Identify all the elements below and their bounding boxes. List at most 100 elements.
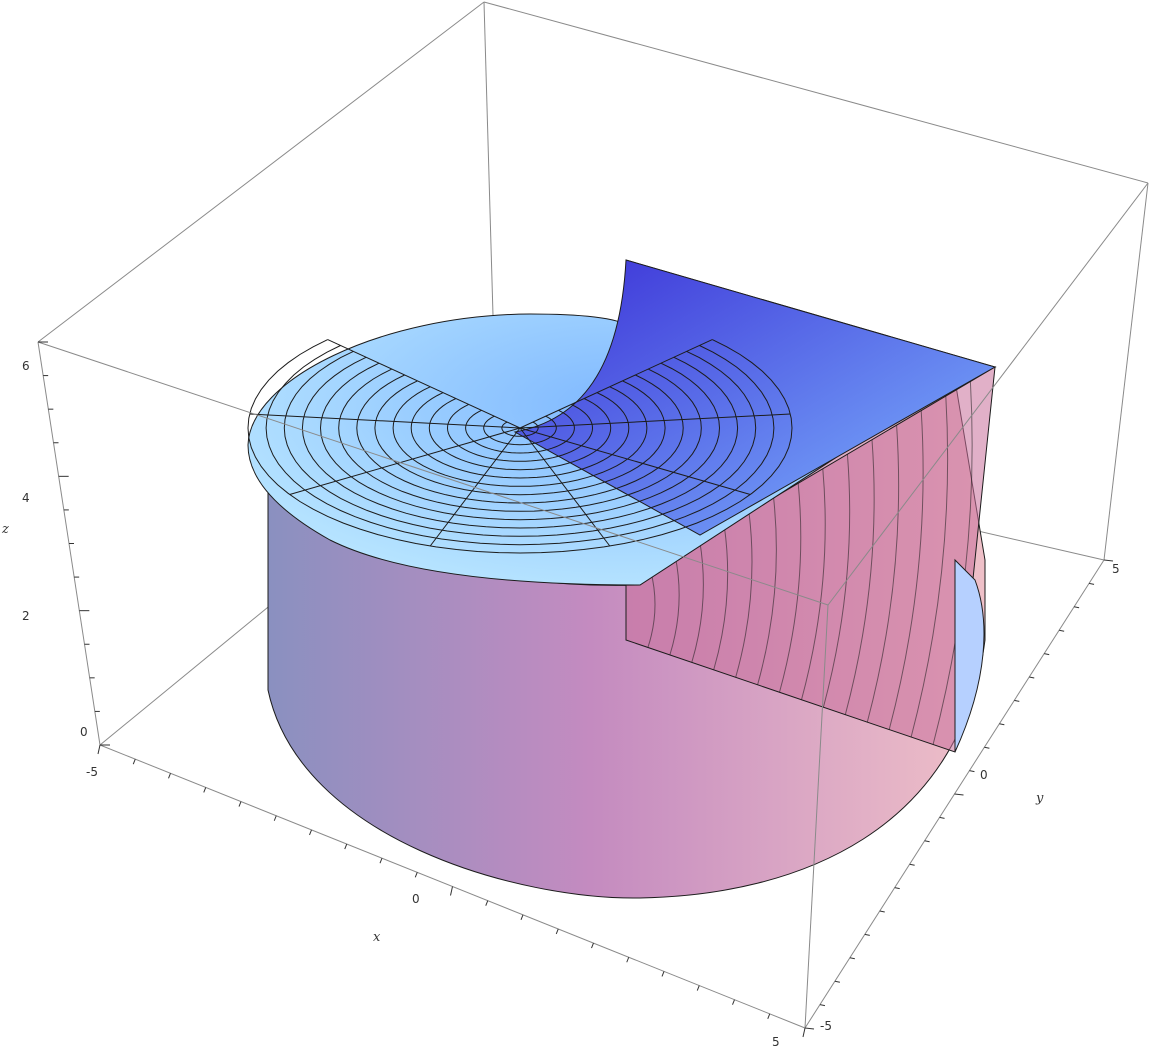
x-axis-tick [238, 801, 242, 807]
x-axis-tick [273, 815, 277, 821]
y-tick-labels: -5 0 5 [820, 562, 1120, 1033]
x-axis-tick [132, 758, 136, 765]
helicoid-ramp [513, 259, 997, 536]
y-axis-tick [1014, 699, 1020, 702]
top-mesh-spoke [519, 413, 791, 429]
x-axis-tick [767, 1013, 771, 1020]
y-axis-tick [954, 793, 964, 796]
top-mesh-ring [374, 380, 666, 496]
top-mesh-ring [392, 386, 648, 487]
y-tick-label: -5 [820, 1019, 832, 1033]
cut-mesh-line [669, 555, 680, 656]
x-axis-tick [203, 787, 207, 793]
y-axis-tick [879, 910, 885, 913]
box-edge [37, 1, 485, 343]
x-axis-tick [802, 1027, 806, 1038]
x-axis-tick [555, 928, 559, 935]
x-axis-tick [591, 942, 594, 949]
y-axis-tick [894, 887, 900, 890]
y-tick-label: 5 [1112, 562, 1120, 576]
top-mesh-spoke [519, 339, 713, 429]
top-mesh-spoke [289, 427, 521, 495]
y-axis-tick [834, 980, 840, 983]
top-mesh-ring [247, 339, 793, 554]
y-axis-tick [999, 723, 1005, 726]
z-tick-label: 0 [80, 725, 88, 739]
y-axis-tick [1103, 559, 1114, 562]
x-tick-labels: -5 0 5 [86, 765, 780, 1049]
z-tick-labels: 6 4 2 0 [22, 359, 88, 739]
z-axis-label: z [1, 522, 9, 537]
y-axis-tick [969, 770, 975, 773]
x-axis-tick [344, 843, 348, 850]
top-mesh-spoke [519, 427, 611, 547]
top-mesh-ring [410, 392, 630, 479]
cut-mesh-line [713, 526, 729, 671]
cut-mesh-line [844, 439, 875, 715]
z-tick-label: 6 [22, 359, 30, 373]
y-axis-tick [849, 957, 855, 960]
y-axis-tick [804, 1027, 815, 1030]
x-axis-label: x [373, 930, 381, 945]
cylinder-right-edge [954, 558, 985, 753]
top-mesh-ring [465, 409, 575, 454]
y-axis-tick [1074, 606, 1080, 609]
z-tick-label: 2 [22, 609, 30, 623]
box-edge [827, 182, 1149, 606]
cut-mesh-line [735, 512, 753, 678]
x-axis-tick [97, 744, 101, 755]
top-mesh-ring [283, 350, 757, 537]
top-mesh-spoke [249, 413, 521, 429]
x-axis-tick [450, 886, 453, 896]
x-axis-tick [414, 872, 418, 878]
x-tick-label: -5 [86, 765, 98, 779]
top-mesh-ring [356, 374, 684, 504]
cut-mesh-line [779, 483, 802, 693]
cut-mesh-line [801, 468, 826, 700]
top-mesh-ring [338, 368, 702, 512]
y-axis-tick [909, 863, 915, 866]
top-mesh-ring [428, 398, 612, 471]
top-mesh-spoke [519, 427, 751, 495]
x-axis-tick [379, 858, 383, 864]
y-tick-label: 0 [980, 768, 988, 782]
y-axis-label: y [1035, 791, 1044, 806]
y-axis-tick [1059, 629, 1065, 632]
x-axis-tick [168, 773, 171, 779]
top-mesh-ring [446, 403, 594, 462]
y-axis-tick [819, 1004, 826, 1007]
top-mesh-ring [319, 362, 721, 521]
cut-mesh-line [757, 497, 777, 685]
x-axis-tick [732, 999, 735, 1005]
y-axis-tick [939, 816, 945, 819]
top-mesh-spoke [327, 339, 521, 429]
y-axis-tick [984, 746, 990, 749]
x-tick-label: 0 [412, 892, 420, 906]
top-mesh-ring [301, 356, 739, 529]
x-tick-label: 5 [772, 1035, 780, 1049]
top-mesh-ring [483, 415, 557, 446]
box-edge [37, 341, 829, 606]
x-axis-tick [626, 957, 630, 963]
y-axis-tick [1029, 676, 1035, 679]
y-axis-tick [864, 933, 870, 936]
x-axis-tick [661, 971, 665, 977]
box-edge [804, 604, 829, 1029]
cut-plane-mesh [647, 381, 973, 745]
box-edge [483, 1, 1149, 184]
x-axis-tick [520, 914, 524, 920]
y-axis-tick [1088, 582, 1095, 585]
x-axis-tick [309, 829, 312, 836]
top-surface-mesh [247, 339, 793, 554]
box-edge [1103, 182, 1149, 561]
x-axis-tick [485, 900, 489, 906]
top-mesh-ring [501, 421, 539, 437]
cut-mesh-line [691, 541, 704, 663]
x-axis-tick [696, 985, 700, 991]
cut-mesh-line [910, 396, 949, 738]
z-tick-label: 4 [22, 491, 30, 505]
y-axis-tick [924, 840, 930, 843]
y-axis-tick [1044, 653, 1050, 656]
axis-ticks [38, 341, 1114, 1038]
